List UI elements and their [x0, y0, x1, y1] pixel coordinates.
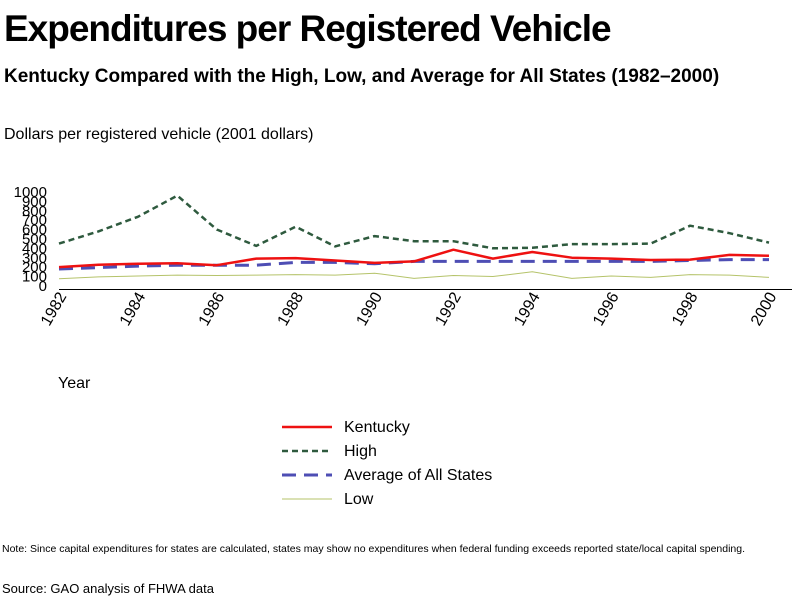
x-tick-label: 1982	[38, 289, 71, 328]
y-axis-label: Dollars per registered vehicle (2001 dol…	[4, 126, 314, 143]
y-tick-label: 300	[22, 250, 47, 267]
y-tick-label: 100	[22, 269, 47, 286]
y-tick-label: 800	[22, 203, 47, 220]
chart-subtitle: Kentucky Compared with the High, Low, an…	[4, 66, 720, 87]
x-tick-label: 1992	[432, 289, 465, 328]
y-tick-label: 200	[22, 259, 47, 276]
footnote: Note: Since capital expenditures for sta…	[2, 543, 746, 555]
x-tick-label: 1994	[511, 289, 544, 328]
y-tick-label: 500	[22, 231, 47, 248]
y-tick-label: 600	[22, 222, 47, 239]
chart-series	[58, 194, 770, 280]
series-line-high	[58, 194, 770, 250]
x-tick-label: 1990	[354, 289, 387, 328]
y-tick-label: 0	[39, 278, 47, 295]
y-tick-label: 400	[22, 240, 47, 257]
legend-label-average: Average of All States	[344, 467, 493, 484]
y-tick-label: 1000	[14, 184, 47, 201]
x-tick-label: 1998	[669, 289, 702, 328]
legend-swatch-average	[282, 473, 332, 477]
source-note: Source: GAO analysis of FHWA data	[2, 581, 214, 596]
x-tick-label: 2000	[748, 289, 781, 328]
x-axis-label: Year	[58, 375, 91, 392]
legend-swatch-low	[282, 498, 332, 500]
x-tick-label: 1996	[590, 289, 623, 328]
series-line-kentucky	[58, 248, 770, 269]
x-tick-label: 1988	[275, 289, 308, 328]
chart-title: Expenditures per Registered Vehicle	[4, 8, 612, 49]
x-tick-labels: 1982 1984 1986 1988 1990 1992 1994 1996 1998 2000	[38, 289, 781, 328]
legend-label-low: Low	[344, 491, 374, 508]
legend-label-high: High	[344, 443, 377, 460]
x-tick-label: 1984	[117, 289, 150, 328]
y-tick-label: 700	[22, 212, 47, 229]
legend-label-kentucky: Kentucky	[344, 419, 410, 436]
y-tick-label: 900	[22, 193, 47, 210]
legend-swatch-high	[282, 449, 332, 453]
x-tick-label: 1986	[196, 289, 229, 328]
legend-swatch-kentucky	[282, 425, 332, 429]
series-line-low	[58, 271, 770, 280]
